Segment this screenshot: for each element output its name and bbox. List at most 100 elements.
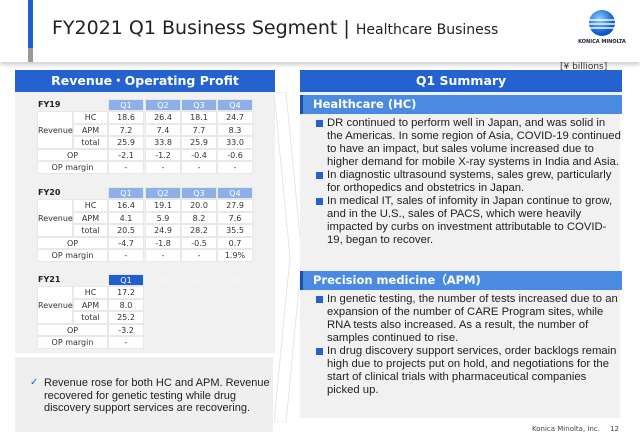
quarter-header: Q3: [181, 187, 217, 199]
quarter-header: Q2: [145, 274, 181, 286]
bullet-text: In genetic testing, the number of tests …: [327, 293, 618, 344]
row-label-op-margin: OP margin: [37, 336, 108, 349]
table-cell-hc: 18.1: [181, 111, 217, 124]
header-grey-stripe: [28, 48, 33, 62]
row-label-op-margin: OP margin: [37, 161, 108, 174]
quarter-header: Q3: [181, 99, 217, 111]
precision-medicine-bullets: In genetic testing, the number of tests …: [316, 293, 622, 397]
title-separator: |: [343, 17, 350, 39]
table-cell-op-margin: -: [145, 249, 181, 262]
quarter-header: Q1: [108, 187, 144, 199]
header-bar: [0, 0, 640, 62]
table-cell-op-margin: -: [181, 249, 217, 262]
summary-section-title: Q1 Summary: [300, 70, 622, 92]
table-cell-apm: 7.2: [108, 123, 144, 136]
table-cell-op-margin: -: [108, 249, 144, 262]
table-cell-total: 33.8: [145, 136, 181, 149]
quarter-header: Q4: [217, 274, 253, 286]
row-label-op: OP: [37, 323, 108, 336]
row-label-apm: APM: [73, 211, 108, 224]
table-cell-op: -0.5: [181, 236, 217, 249]
row-label-hc: HC: [73, 111, 108, 124]
table-cell-op-margin: -: [217, 161, 253, 174]
logo-globe-icon: [589, 10, 615, 36]
bullet-text: In drug discovery support services, orde…: [327, 345, 617, 396]
row-label-hc: HC: [73, 286, 108, 299]
table-cell-hc: 17.2: [108, 286, 144, 299]
table-cell-apm: 7.4: [145, 123, 181, 136]
table-cell-total: 25.9: [108, 136, 144, 149]
page-number: 12: [610, 425, 619, 433]
table-cell-hc: 19.1: [145, 199, 181, 212]
row-label-total: total: [73, 311, 108, 324]
precision-medicine-heading: Precision medicine（APM): [300, 271, 622, 290]
summary-panel: [300, 92, 620, 418]
table-cell-apm: 7.6: [217, 211, 253, 224]
table-cell-total: 33.0: [217, 136, 253, 149]
table-cell-total: 24.9: [145, 224, 181, 237]
revenue-row-label: Revenue: [37, 111, 73, 149]
bullet-square-icon: [316, 198, 323, 205]
comment-note: ✓ Revenue rose for both HC and APM. Reven…: [30, 377, 270, 415]
bullet-item: DR continued to perform well in Japan, a…: [316, 117, 622, 169]
table-cell-op: -1.2: [145, 148, 181, 161]
quarter-header: Q2: [145, 187, 181, 199]
table-cell-op-margin: -: [181, 161, 217, 174]
bullet-text: In diagnostic ultrasound systems, sales …: [327, 169, 612, 194]
table-cell-apm: 4.1: [108, 211, 144, 224]
row-label-total: total: [73, 136, 108, 149]
table-cell-op-margin: -: [108, 161, 144, 174]
table-cell-op: -3.2: [108, 323, 144, 336]
bullet-item: In diagnostic ultrasound systems, sales …: [316, 169, 622, 195]
table-cell-hc: 20.0: [181, 199, 217, 212]
bullet-square-icon: [316, 172, 323, 179]
row-label-apm: APM: [73, 298, 108, 311]
table-cell-hc: 16.4: [108, 199, 144, 212]
quarter-header: Q4: [217, 187, 253, 199]
table-cell-total: 25.2: [108, 311, 144, 324]
unit-label: [¥ billions]: [560, 62, 608, 72]
comment-text: Revenue rose for both HC and APM. Revenu…: [44, 377, 270, 414]
header-accent-stripe: [28, 0, 33, 48]
healthcare-heading: Healthcare (HC): [300, 95, 622, 114]
row-label-hc: HC: [73, 199, 108, 212]
table-cell-apm: 7.7: [181, 123, 217, 136]
table-cell-op: -1.8: [145, 236, 181, 249]
healthcare-bullets: DR continued to perform well in Japan, a…: [316, 117, 622, 247]
row-label-op: OP: [37, 148, 108, 161]
table-cell-hc: 18.6: [108, 111, 144, 124]
fiscal-year-label: FY20: [38, 188, 61, 197]
table-cell-op: 0.7: [217, 236, 253, 249]
row-label-total: total: [73, 224, 108, 237]
row-label-op: OP: [37, 236, 108, 249]
bullet-item: In medical IT, sales of infomity in Japa…: [316, 195, 622, 247]
revenue-row-label: Revenue: [37, 286, 73, 324]
table-cell-op-margin: -: [108, 336, 144, 349]
table-cell-apm: 8.3: [217, 123, 253, 136]
revenue-row-label: Revenue: [37, 199, 73, 237]
table-cell-hc: 24.7: [217, 111, 253, 124]
table-cell-op: -4.7: [108, 236, 144, 249]
table-cell-total: 25.9: [181, 136, 217, 149]
table-cell-op-margin: 1.9%: [217, 249, 253, 262]
quarter-header: Q3: [181, 274, 217, 286]
table-cell-hc: 26.4: [145, 111, 181, 124]
table-cell-total: 35.5: [217, 224, 253, 237]
table-cell-apm: 8.2: [181, 211, 217, 224]
title-subtitle: Healthcare Business: [355, 22, 499, 38]
table-cell-total: 28.2: [181, 224, 217, 237]
quarter-header: Q1: [108, 274, 144, 286]
bullet-square-icon: [316, 296, 323, 303]
quarter-header: Q4: [217, 99, 253, 111]
bullet-text: DR continued to perform well in Japan, a…: [327, 117, 621, 168]
row-label-op-margin: OP margin: [37, 249, 108, 262]
checkmark-icon: ✓: [30, 377, 39, 388]
title-main: FY2021 Q1 Business Segment: [52, 17, 338, 39]
table-cell-apm: 8.0: [108, 298, 144, 311]
quarter-header: Q1: [108, 99, 144, 111]
table-cell-op: -0.6: [217, 148, 253, 161]
table-cell-op: -0.4: [181, 148, 217, 161]
fiscal-year-label: FY21: [38, 275, 61, 284]
table-cell-op: -2.1: [108, 148, 144, 161]
bullet-square-icon: [316, 120, 323, 127]
